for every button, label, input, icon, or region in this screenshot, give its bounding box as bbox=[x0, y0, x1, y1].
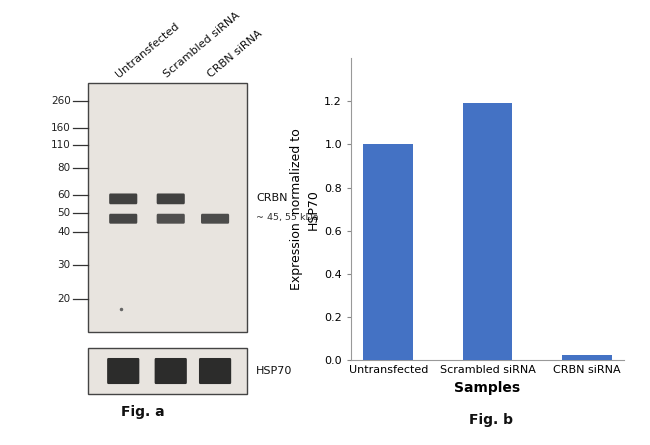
Text: Fig. a: Fig. a bbox=[121, 405, 165, 419]
Text: 80: 80 bbox=[58, 163, 71, 173]
Text: Fig. b: Fig. b bbox=[469, 413, 513, 427]
FancyBboxPatch shape bbox=[109, 214, 137, 224]
FancyBboxPatch shape bbox=[155, 358, 187, 384]
Bar bbox=[88, 83, 247, 332]
FancyBboxPatch shape bbox=[157, 214, 185, 224]
Text: ~ 45, 55 kDa: ~ 45, 55 kDa bbox=[256, 213, 319, 222]
FancyBboxPatch shape bbox=[107, 358, 139, 384]
FancyBboxPatch shape bbox=[201, 214, 229, 224]
FancyBboxPatch shape bbox=[199, 358, 231, 384]
Bar bbox=[562, 355, 612, 360]
Text: HSP70: HSP70 bbox=[256, 366, 292, 376]
X-axis label: Samples: Samples bbox=[454, 381, 521, 395]
FancyBboxPatch shape bbox=[157, 194, 185, 204]
Text: CRBN siRNA: CRBN siRNA bbox=[206, 28, 264, 79]
Text: Untransfected: Untransfected bbox=[114, 20, 181, 79]
Text: Scrambled siRNA: Scrambled siRNA bbox=[162, 10, 241, 79]
Text: CRBN: CRBN bbox=[256, 194, 288, 203]
Text: 260: 260 bbox=[51, 96, 71, 106]
Text: 60: 60 bbox=[58, 190, 71, 200]
Text: 50: 50 bbox=[58, 207, 71, 218]
Text: 160: 160 bbox=[51, 123, 71, 133]
Y-axis label: Expression  normalized to
HSP70: Expression normalized to HSP70 bbox=[290, 128, 320, 290]
Bar bbox=[463, 103, 512, 360]
Text: 110: 110 bbox=[51, 141, 71, 150]
Bar bbox=[88, 348, 247, 394]
Bar bbox=[363, 144, 413, 360]
Text: 40: 40 bbox=[58, 227, 71, 237]
FancyBboxPatch shape bbox=[109, 194, 137, 204]
Text: 20: 20 bbox=[58, 295, 71, 304]
Text: 30: 30 bbox=[58, 260, 71, 270]
